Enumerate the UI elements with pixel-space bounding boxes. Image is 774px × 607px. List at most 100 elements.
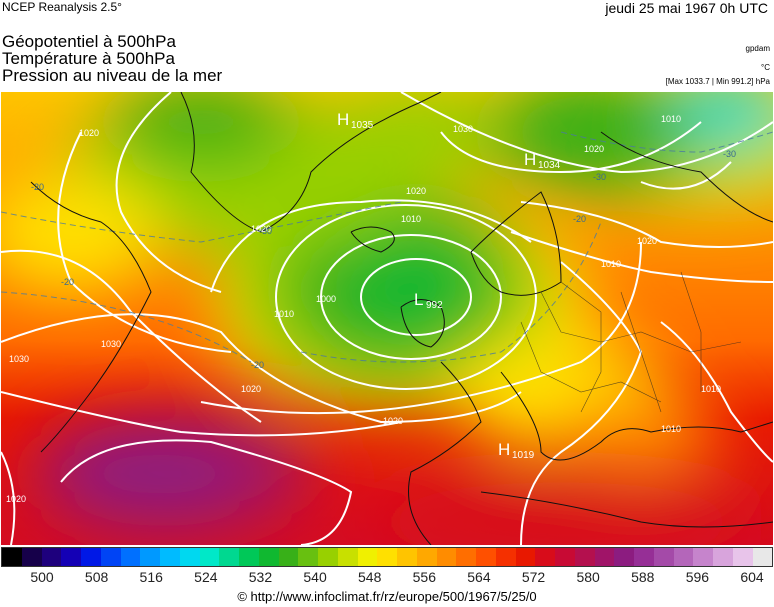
unit-temperature: °C bbox=[761, 63, 770, 72]
legend-swatch bbox=[219, 548, 239, 566]
legend-swatch bbox=[199, 548, 220, 566]
isotherm-label: -30 bbox=[593, 172, 606, 182]
legend-swatch bbox=[397, 548, 417, 566]
legend-swatch bbox=[41, 548, 62, 566]
coastlines bbox=[30, 92, 773, 545]
legend-swatch bbox=[653, 548, 674, 566]
legend-swatch bbox=[614, 548, 634, 566]
legend-swatch bbox=[100, 548, 121, 566]
isobar-label: 1010 bbox=[401, 214, 421, 224]
isotherms bbox=[1, 131, 773, 363]
legend-tick-label: 516 bbox=[139, 569, 163, 585]
isobar-label: 1020 bbox=[406, 186, 426, 196]
isotherm-label: -20 bbox=[61, 277, 74, 287]
legend-swatch bbox=[416, 548, 437, 566]
isobar-label: 1020 bbox=[637, 236, 657, 246]
isotherm-label: -30 bbox=[723, 149, 736, 159]
isobar-labels: 1020 1030 1020 1010 1000 1010 1020 1030 … bbox=[6, 114, 721, 504]
legend-swatch bbox=[318, 548, 338, 566]
isotherm-labels: -20 -30 -20 -30 -20 -30 -20 bbox=[31, 149, 736, 370]
copyright: © http://www.infoclimat.fr/rz/europe/500… bbox=[237, 589, 537, 604]
pressure-center-value: 1034 bbox=[538, 160, 561, 171]
legend-swatch bbox=[140, 548, 160, 566]
legend-swatch bbox=[732, 548, 753, 566]
isotherm-label: -20 bbox=[573, 214, 586, 224]
legend-colorbar bbox=[1, 547, 773, 567]
map-date: jeudi 25 mai 1967 0h UTC bbox=[605, 0, 768, 16]
unit-pressure: [Max 1033.7 | Min 991.2] hPa bbox=[665, 77, 770, 86]
title-geopotential: Géopotentiel à 500hPa bbox=[2, 32, 176, 51]
isobar-label: 1020 bbox=[6, 494, 26, 504]
legend-swatch bbox=[120, 548, 141, 566]
isobar-label: 1010 bbox=[701, 384, 721, 394]
isobar-label: 1020 bbox=[251, 224, 271, 234]
legend-swatch bbox=[357, 548, 378, 566]
pressure-center-type: H bbox=[498, 440, 510, 459]
isotherm-label: -30 bbox=[259, 226, 272, 236]
title-pressure: Pression au niveau de la mer bbox=[2, 66, 223, 85]
isotherm-label: -20 bbox=[31, 182, 44, 192]
isobar-label: 1030 bbox=[101, 339, 121, 349]
legend-swatch bbox=[337, 548, 358, 566]
pressure-center-type: H bbox=[524, 150, 536, 169]
isobar-label: 1030 bbox=[453, 124, 473, 134]
data-source: NCEP Reanalysis 2.5° bbox=[2, 0, 122, 14]
legend-swatch bbox=[377, 548, 397, 566]
legend-swatch bbox=[81, 548, 101, 566]
legend-swatch bbox=[476, 548, 496, 566]
isobar-label: 1030 bbox=[9, 354, 29, 364]
pressure-center-value: 1019 bbox=[512, 450, 535, 461]
legend-swatch bbox=[713, 548, 733, 566]
unit-geopotential: gpdam bbox=[745, 44, 770, 53]
legend-tick-label: 588 bbox=[631, 569, 655, 585]
isotherm-label: -20 bbox=[251, 360, 264, 370]
legend-swatch bbox=[752, 548, 773, 566]
isobar-label: 1020 bbox=[584, 144, 604, 154]
legend-swatch bbox=[21, 548, 42, 566]
isobar-label: 1020 bbox=[241, 384, 261, 394]
legend-swatch bbox=[535, 548, 555, 566]
legend-tick-label: 572 bbox=[521, 569, 546, 585]
legend-swatch bbox=[693, 548, 713, 566]
legend-swatch bbox=[555, 548, 575, 566]
legend-swatch bbox=[594, 548, 615, 566]
legend-swatch bbox=[673, 548, 694, 566]
legend-tick-label: 500 bbox=[30, 569, 54, 585]
legend-ticks: 500 508 516 524 532 540 548 556 564 572 580 588 596 6… bbox=[0, 569, 774, 587]
isobar-label: 1000 bbox=[316, 294, 336, 304]
pressure-center-value: 1035 bbox=[351, 120, 374, 131]
legend-swatch bbox=[2, 548, 22, 566]
legend-tick-label: 548 bbox=[358, 569, 382, 585]
legend-swatch bbox=[515, 548, 536, 566]
pressure-center-type: H bbox=[337, 110, 349, 129]
legend-tick-label: 532 bbox=[248, 569, 273, 585]
legend-swatch bbox=[278, 548, 299, 566]
weather-map[interactable]: H 1035 H 1034 L 992 H 1019 1020 1030 102… bbox=[1, 92, 773, 545]
pressure-center-type: L bbox=[414, 290, 423, 309]
title-temperature: Température à 500hPa bbox=[2, 49, 175, 68]
legend-swatch bbox=[258, 548, 279, 566]
legend-tick-label: 508 bbox=[84, 569, 109, 585]
legend-swatch bbox=[574, 548, 595, 566]
legend-swatch bbox=[160, 548, 180, 566]
legend-swatch bbox=[634, 548, 654, 566]
legend-tick-label: 524 bbox=[194, 569, 218, 585]
pressure-center-value: 992 bbox=[426, 300, 443, 311]
legend-tick-label: 604 bbox=[740, 569, 764, 585]
isobar-label: 1010 bbox=[274, 309, 294, 319]
isobar-label: 1010 bbox=[661, 424, 681, 434]
isobar-label: 1010 bbox=[661, 114, 681, 124]
geopotential-field bbox=[1, 92, 773, 545]
legend-tick-label: 580 bbox=[576, 569, 600, 585]
borders bbox=[520, 271, 742, 413]
legend-tick-label: 596 bbox=[685, 569, 710, 585]
legend-swatch bbox=[179, 548, 200, 566]
isobar-label: 1020 bbox=[383, 416, 403, 426]
legend-tick-label: 564 bbox=[467, 569, 491, 585]
legend-swatch bbox=[61, 548, 81, 566]
isobar-label: 1010 bbox=[601, 259, 621, 269]
legend-swatch bbox=[495, 548, 516, 566]
legend-swatch bbox=[239, 548, 259, 566]
legend-swatch bbox=[298, 548, 318, 566]
isobar-label: 1020 bbox=[79, 128, 99, 138]
